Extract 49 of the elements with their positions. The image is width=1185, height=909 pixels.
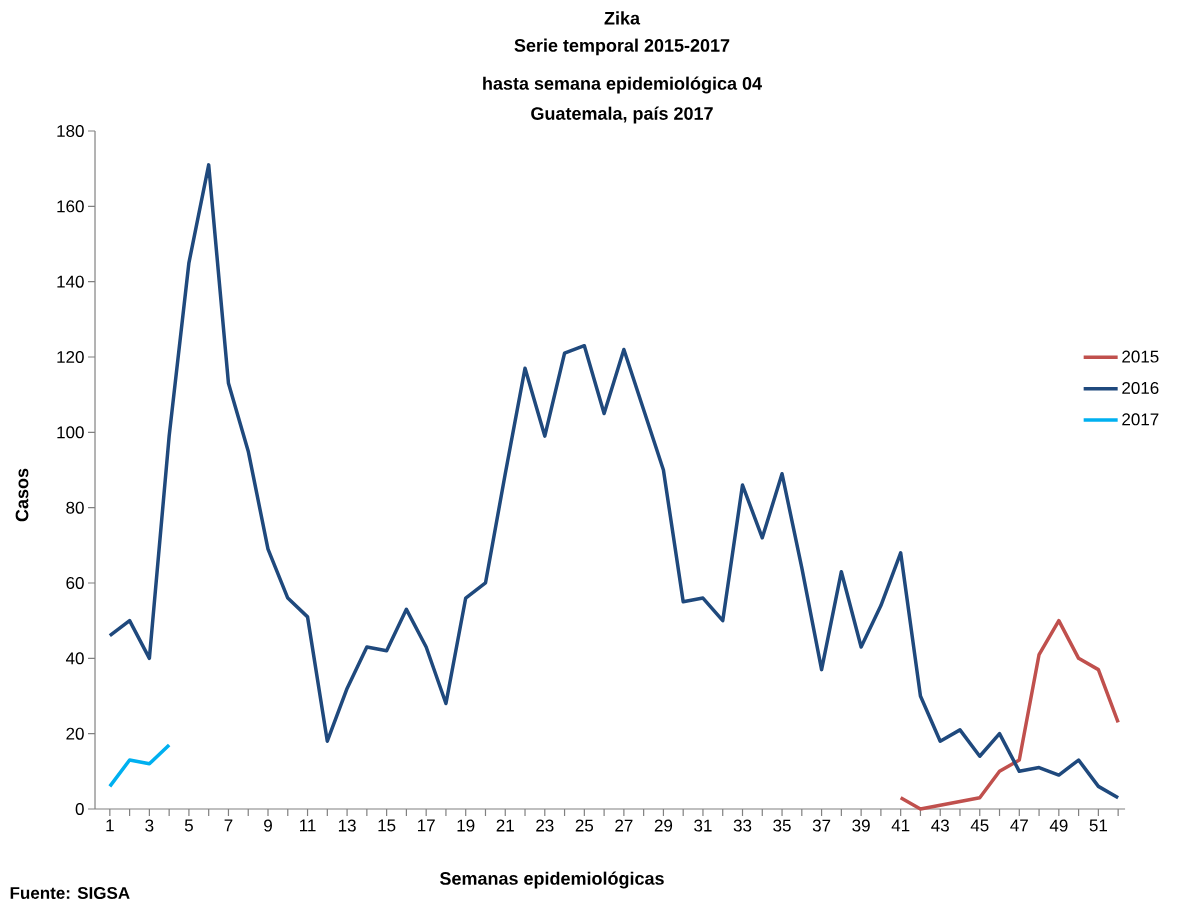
legend-label: 2016 — [1122, 381, 1159, 394]
x-tick-label: 7 — [224, 819, 233, 832]
y-tick-label: 60 — [66, 576, 84, 590]
x-tick-label: 3 — [145, 819, 154, 832]
x-tick-label: 41 — [891, 819, 910, 832]
x-tick-label: 35 — [773, 819, 791, 832]
chart-subtitle: Serie temporal 2015-2017 — [514, 38, 730, 56]
y-tick-label: 0 — [75, 802, 84, 816]
x-axis-title: Semanas epidemiológicas — [439, 871, 664, 889]
chart-title: Zika — [604, 11, 641, 25]
x-tick-label: 17 — [418, 819, 435, 832]
x-tick-label: 21 — [496, 819, 514, 832]
y-tick-label: 80 — [66, 501, 84, 514]
line-series — [108, 743, 171, 789]
x-tick-label: 49 — [1049, 819, 1068, 832]
y-tick-label: 40 — [65, 652, 84, 665]
x-tick-label: 27 — [615, 819, 633, 832]
source-note: Fuente: SIGSA — [10, 886, 130, 900]
x-tick-label: 43 — [931, 819, 949, 832]
x-tick-label: 31 — [694, 819, 712, 832]
x-tick-label: 9 — [264, 819, 272, 832]
x-tick-label: 47 — [1010, 819, 1028, 832]
y-tick-label: 100 — [57, 426, 84, 439]
legend-label: 2015 — [1122, 350, 1159, 363]
x-tick-label: 19 — [457, 819, 475, 832]
x-tick-label: 5 — [184, 819, 193, 832]
line-series — [898, 618, 1120, 811]
x-tick-label: 29 — [654, 819, 673, 832]
x-tick-label: 37 — [812, 819, 831, 832]
text: hasta semana epidemiológica 04 — [483, 76, 762, 94]
text: Guatemala, país 2017 — [531, 106, 713, 124]
y-axis-title: Casos — [15, 468, 29, 522]
y-tick-label: 180 — [57, 124, 84, 138]
y-tick-label: 20 — [66, 727, 84, 740]
x-tick-label: 23 — [536, 819, 554, 832]
x-tick-label: 1 — [106, 819, 114, 832]
x-tick-label: 11 — [300, 819, 316, 832]
x-tick-label: 45 — [970, 819, 989, 832]
x-tick-label: 13 — [338, 819, 356, 832]
y-tick-label: 140 — [57, 275, 84, 288]
line-series — [108, 163, 1120, 800]
legend-label: 2017 — [1122, 413, 1159, 426]
y-tick-label: 120 — [57, 350, 84, 364]
x-tick-label: 51 — [1089, 819, 1107, 832]
x-tick-label: 25 — [575, 819, 594, 832]
x-tick-label: 15 — [378, 819, 396, 832]
x-tick-label: 33 — [733, 819, 752, 832]
y-tick-label: 160 — [57, 200, 84, 213]
x-tick-label: 39 — [852, 819, 870, 832]
